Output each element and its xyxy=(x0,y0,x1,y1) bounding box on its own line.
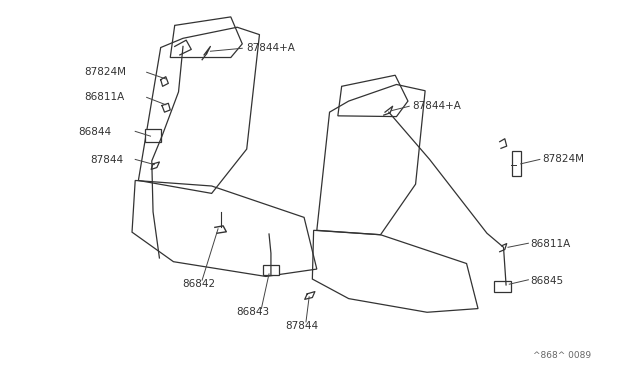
Text: 87824M: 87824M xyxy=(84,67,126,77)
FancyBboxPatch shape xyxy=(494,281,511,292)
Text: ^868^ 0089: ^868^ 0089 xyxy=(533,350,591,359)
Text: 87844: 87844 xyxy=(285,321,319,331)
FancyBboxPatch shape xyxy=(263,265,278,275)
Text: 87844+A: 87844+A xyxy=(246,42,296,52)
Text: 87844+A: 87844+A xyxy=(412,100,461,110)
Text: 86844: 86844 xyxy=(78,128,111,138)
FancyBboxPatch shape xyxy=(145,129,161,142)
Text: 86845: 86845 xyxy=(531,276,563,286)
Text: 86842: 86842 xyxy=(182,279,216,289)
Text: 87824M: 87824M xyxy=(541,154,584,164)
FancyBboxPatch shape xyxy=(512,151,521,176)
Text: 86843: 86843 xyxy=(237,307,269,317)
Text: 87844: 87844 xyxy=(91,155,124,165)
Text: 86811A: 86811A xyxy=(84,92,124,102)
Text: 86811A: 86811A xyxy=(531,239,570,249)
